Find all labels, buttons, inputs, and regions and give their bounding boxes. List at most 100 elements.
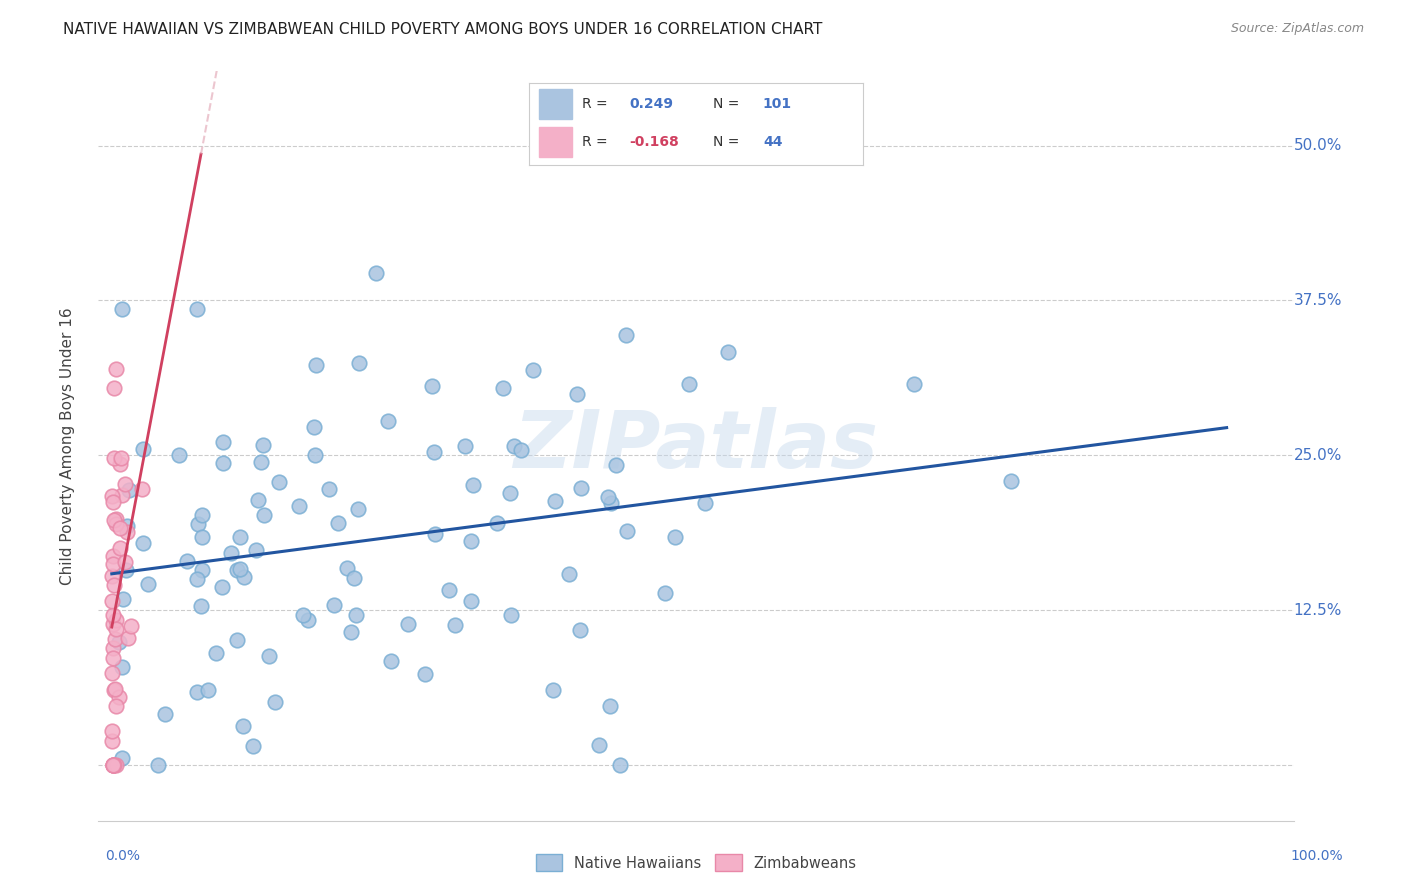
Point bbox=[614, 327, 637, 342]
Point bbox=[103, 608, 125, 623]
Point bbox=[212, 456, 235, 470]
Point bbox=[191, 563, 214, 577]
Point bbox=[101, 549, 124, 563]
Point bbox=[347, 501, 370, 516]
Point bbox=[191, 530, 214, 544]
Point bbox=[187, 516, 209, 531]
Point bbox=[101, 557, 124, 571]
Point bbox=[131, 482, 153, 496]
Point bbox=[101, 651, 124, 665]
Point bbox=[118, 483, 141, 497]
Point bbox=[588, 738, 610, 752]
Point bbox=[269, 475, 291, 489]
Point bbox=[249, 455, 271, 469]
Point bbox=[110, 450, 132, 465]
Point bbox=[115, 519, 138, 533]
Point bbox=[232, 719, 254, 733]
Y-axis label: Child Poverty Among Boys Under 16: Child Poverty Among Boys Under 16 bbox=[60, 307, 75, 585]
Point bbox=[101, 569, 124, 583]
Point bbox=[318, 482, 340, 496]
Point bbox=[225, 563, 247, 577]
Text: 25.0%: 25.0% bbox=[1294, 448, 1341, 463]
Point bbox=[420, 379, 443, 393]
Point bbox=[115, 524, 138, 539]
Text: 50.0%: 50.0% bbox=[1294, 138, 1341, 153]
Point bbox=[599, 698, 621, 713]
Point bbox=[108, 690, 131, 704]
Text: ZIPatlas: ZIPatlas bbox=[513, 407, 879, 485]
Point bbox=[101, 758, 124, 772]
Point bbox=[226, 633, 249, 648]
Point bbox=[366, 266, 388, 280]
Point bbox=[557, 566, 579, 581]
Point bbox=[104, 517, 127, 532]
Point bbox=[103, 682, 125, 697]
Point bbox=[111, 751, 134, 765]
Point bbox=[257, 648, 280, 663]
Point bbox=[104, 512, 127, 526]
Point bbox=[304, 448, 326, 462]
Point bbox=[103, 381, 125, 395]
Point bbox=[343, 571, 366, 585]
Point bbox=[103, 495, 125, 509]
Point bbox=[117, 631, 139, 645]
Point bbox=[103, 758, 125, 772]
Point bbox=[103, 578, 125, 592]
Point bbox=[565, 386, 588, 401]
Point bbox=[693, 496, 716, 510]
Point bbox=[108, 521, 131, 535]
Point bbox=[186, 572, 208, 586]
Point bbox=[297, 613, 319, 627]
Point bbox=[503, 439, 526, 453]
Point bbox=[101, 724, 124, 739]
Point bbox=[104, 361, 127, 376]
Point bbox=[460, 594, 482, 608]
Point bbox=[131, 536, 153, 550]
Point bbox=[153, 706, 176, 721]
Point bbox=[101, 758, 124, 772]
Point bbox=[264, 694, 287, 708]
Point bbox=[598, 490, 620, 504]
Point bbox=[903, 376, 925, 391]
Point bbox=[616, 524, 638, 538]
Point bbox=[522, 363, 544, 377]
Text: 37.5%: 37.5% bbox=[1294, 293, 1341, 308]
Point bbox=[204, 646, 226, 660]
Point bbox=[108, 541, 131, 555]
Point bbox=[499, 607, 522, 622]
Point bbox=[111, 592, 134, 607]
Point bbox=[485, 516, 508, 531]
Text: 100.0%: 100.0% bbox=[1291, 849, 1343, 863]
Point bbox=[304, 420, 326, 434]
Point bbox=[211, 580, 233, 594]
Point bbox=[186, 685, 208, 699]
Point bbox=[111, 660, 134, 674]
Point bbox=[101, 640, 124, 655]
Point bbox=[396, 617, 419, 632]
Point bbox=[654, 585, 676, 599]
Point bbox=[288, 499, 311, 513]
Text: 0.0%: 0.0% bbox=[105, 849, 141, 863]
Point bbox=[131, 442, 153, 456]
Point bbox=[510, 443, 533, 458]
Point bbox=[101, 758, 124, 772]
Point bbox=[104, 681, 127, 696]
Point bbox=[115, 563, 138, 577]
Point bbox=[463, 478, 485, 492]
Point bbox=[186, 302, 208, 317]
Point bbox=[492, 381, 515, 395]
Point bbox=[305, 359, 328, 373]
Point bbox=[717, 345, 740, 359]
Point bbox=[543, 493, 565, 508]
Point bbox=[101, 665, 124, 680]
Point bbox=[569, 481, 592, 495]
Point bbox=[678, 377, 700, 392]
Point bbox=[439, 583, 461, 598]
Point bbox=[190, 599, 212, 613]
Point bbox=[1000, 474, 1022, 488]
Point bbox=[104, 632, 127, 646]
Point bbox=[197, 683, 219, 698]
Point bbox=[120, 619, 142, 633]
Text: 12.5%: 12.5% bbox=[1294, 603, 1341, 617]
Point bbox=[344, 607, 367, 622]
